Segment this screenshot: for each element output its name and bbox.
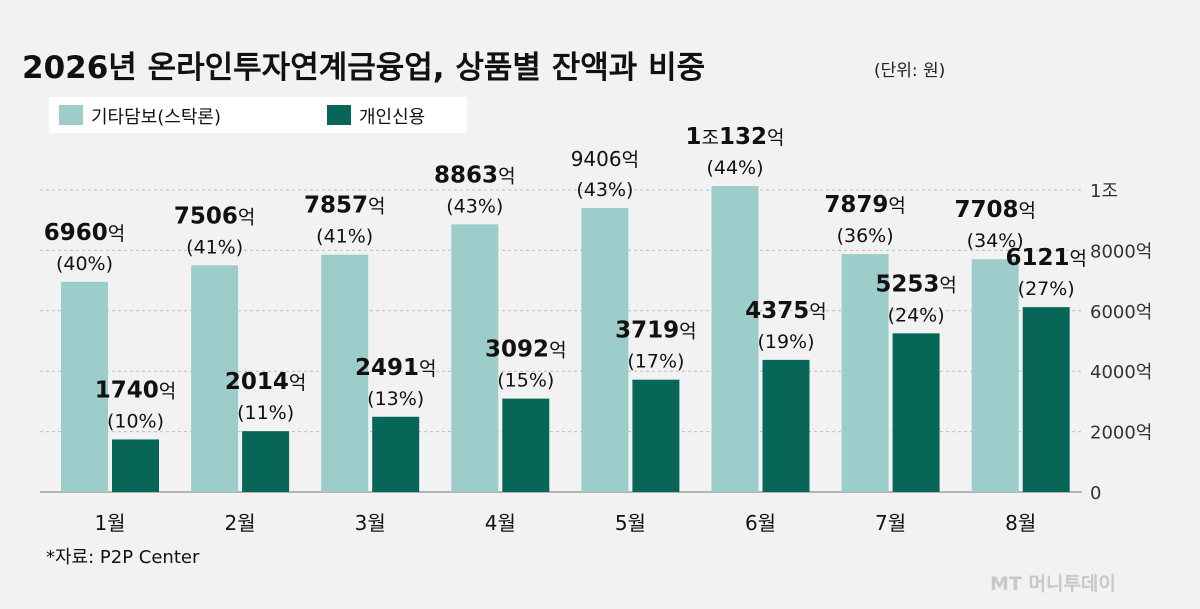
value-label: 7506억 <box>174 203 256 229</box>
bar-secured <box>971 259 1019 492</box>
value-label: 1조132억 <box>686 124 785 150</box>
percent-label: (40%) <box>56 253 113 275</box>
value-label: 4375억 <box>745 298 827 324</box>
legend-swatch-secured <box>59 105 83 125</box>
bars <box>61 186 1070 493</box>
percent-label: (19%) <box>757 331 814 353</box>
bar-personal-credit <box>372 416 420 492</box>
bar-personal-credit <box>762 359 810 492</box>
bar-secured <box>841 254 889 492</box>
y-axis: 0 2000억 4000억 6000억 8000억 1조 <box>1090 181 1152 504</box>
bar-personal-credit <box>632 379 680 492</box>
y-tick-label: 6000억 <box>1090 302 1152 323</box>
value-label: 3719억 <box>615 318 697 344</box>
source-note: *자료: P2P Center <box>46 547 200 568</box>
y-tick-label: 1조 <box>1090 181 1118 202</box>
percent-label: (43%) <box>446 195 503 217</box>
bar-secured <box>191 265 239 492</box>
value-label: 2014억 <box>225 369 307 395</box>
y-tick-label: 0 <box>1090 483 1101 504</box>
unit-label: (단위: 원) <box>874 61 945 81</box>
bar-secured <box>451 224 499 492</box>
x-tick-label: 2월 <box>225 511 256 535</box>
percent-label: (24%) <box>888 304 945 326</box>
bar-personal-credit <box>1022 307 1070 492</box>
bar-personal-credit <box>242 431 290 492</box>
percent-label: (34%) <box>967 230 1024 252</box>
chart-title: 2026년 온라인투자연계금융업, 상품별 잔액과 비중 <box>22 50 705 86</box>
legend-label-personal-credit: 개인신용 <box>359 107 425 128</box>
percent-label: (17%) <box>627 351 684 373</box>
percent-label: (43%) <box>576 179 633 201</box>
percent-label: (36%) <box>837 225 894 247</box>
value-label: 2491억 <box>355 355 437 381</box>
percent-label: (41%) <box>316 226 373 248</box>
value-label: 7708억 <box>954 197 1035 223</box>
value-label: 7857억 <box>304 193 386 219</box>
bar-personal-credit <box>112 439 159 492</box>
x-tick-label: 1월 <box>94 511 125 535</box>
percent-label: (15%) <box>497 370 554 392</box>
percent-label: (11%) <box>237 402 294 424</box>
legend-label-secured: 기타담보(스탁론) <box>91 107 221 128</box>
data-labels: 6960억 (40%) 1740억 (10%) 7506억 (41%) 2014억 (11%)… <box>44 124 1087 432</box>
value-label: 7879억 <box>824 192 906 218</box>
percent-label: (10%) <box>107 410 164 432</box>
bar-secured <box>581 207 629 493</box>
bar-secured <box>61 281 108 492</box>
y-tick-label: 8000억 <box>1090 241 1152 262</box>
percent-label: (41%) <box>186 236 243 258</box>
x-tick-label: 3월 <box>355 511 386 535</box>
value-label: 3092억 <box>485 337 567 363</box>
value-label: 8863억 <box>434 162 516 188</box>
legend: 기타담보(스탁론) 개인신용 <box>49 97 467 133</box>
bar-secured <box>711 186 759 492</box>
x-tick-label: 4월 <box>485 511 516 535</box>
bar-personal-credit <box>502 398 550 492</box>
value-label: 6960억 <box>44 220 126 246</box>
value-label: 6121억 <box>1005 245 1087 271</box>
bar-secured <box>321 254 369 492</box>
x-tick-label: 5월 <box>615 511 646 535</box>
x-tick-label: 7월 <box>875 511 906 535</box>
percent-label: (44%) <box>706 157 763 179</box>
percent-label: (27%) <box>1018 278 1075 300</box>
value-label: 5253억 <box>875 271 957 297</box>
legend-swatch-personal-credit <box>327 105 351 125</box>
x-axis: 1월 2월 3월 4월 5월 6월 7월 8월 <box>94 511 1036 535</box>
value-label: 9406억 <box>571 147 639 171</box>
publisher-logo: MT 머니투데이 <box>990 573 1116 595</box>
percent-label: (13%) <box>367 388 424 410</box>
y-tick-label: 2000억 <box>1090 423 1152 444</box>
x-tick-label: 8월 <box>1005 511 1036 535</box>
x-tick-label: 6월 <box>745 511 776 535</box>
bar-personal-credit <box>892 333 940 492</box>
y-tick-label: 4000억 <box>1090 362 1152 383</box>
value-label: 1740억 <box>95 377 177 403</box>
legend-box <box>49 97 467 133</box>
